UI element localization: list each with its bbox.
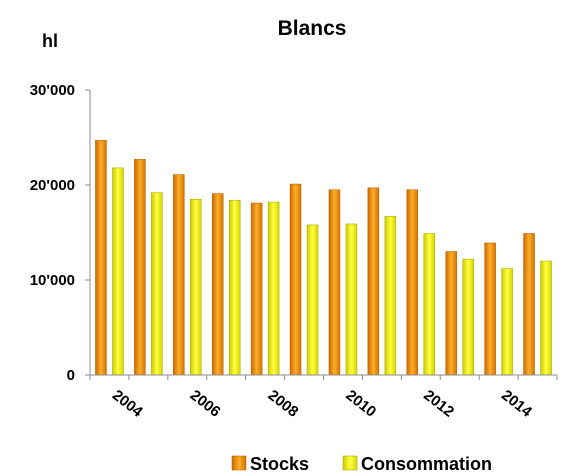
bar-consommation-2011 bbox=[384, 216, 397, 376]
x-tick-label: 2008 bbox=[265, 387, 302, 421]
bar-stocks-2012 bbox=[406, 189, 419, 376]
x-tick-label: 2012 bbox=[420, 387, 457, 421]
y-tick-label: 30'000 bbox=[30, 82, 75, 99]
x-tick-label: 2004 bbox=[109, 387, 146, 421]
bar-stocks-2007 bbox=[211, 193, 224, 376]
bar-consommation-2008 bbox=[267, 201, 280, 376]
bar-consommation-2015 bbox=[540, 260, 552, 376]
x-tick-label: 2010 bbox=[342, 387, 379, 421]
bar-stocks-2010 bbox=[328, 189, 341, 376]
bar-stocks-2004 bbox=[95, 140, 107, 376]
legend-label-stocks: Stocks bbox=[250, 454, 309, 474]
y-tick-label: 10'000 bbox=[30, 272, 75, 289]
bar-consommation-2012 bbox=[423, 233, 436, 376]
bar-stocks-2011 bbox=[367, 187, 380, 376]
bar-consommation-2013 bbox=[462, 258, 474, 376]
bar-consommation-2004 bbox=[112, 167, 124, 376]
bar-stocks-2013 bbox=[445, 251, 457, 376]
y-tick-label: 20'000 bbox=[30, 177, 75, 194]
y-axis-unit-label: hl bbox=[42, 31, 58, 51]
bar-consommation-2007 bbox=[228, 199, 241, 376]
bar-consommation-2010 bbox=[345, 223, 358, 376]
legend-label-consommation: Consommation bbox=[361, 454, 492, 474]
chart-title: Blancs bbox=[278, 17, 347, 40]
bar-consommation-2009 bbox=[306, 224, 319, 376]
x-tick-label: 2014 bbox=[498, 387, 535, 421]
legend-swatch-consommation bbox=[342, 455, 358, 471]
bar-stocks-2014 bbox=[484, 242, 496, 376]
bar-consommation-2005 bbox=[151, 192, 163, 376]
y-tick-label: 0 bbox=[67, 367, 75, 384]
bar-consommation-2014 bbox=[501, 268, 513, 376]
bar-stocks-2015 bbox=[523, 233, 535, 376]
bar-stocks-2005 bbox=[134, 159, 146, 376]
legend: Stocks Consommation bbox=[231, 454, 492, 474]
x-tick-label: 2006 bbox=[187, 387, 224, 421]
bar-stocks-2006 bbox=[173, 174, 185, 376]
bar-stocks-2008 bbox=[250, 202, 263, 376]
legend-swatch-stocks bbox=[231, 455, 247, 471]
bar-stocks-2009 bbox=[289, 183, 302, 376]
bar-consommation-2006 bbox=[190, 199, 202, 376]
